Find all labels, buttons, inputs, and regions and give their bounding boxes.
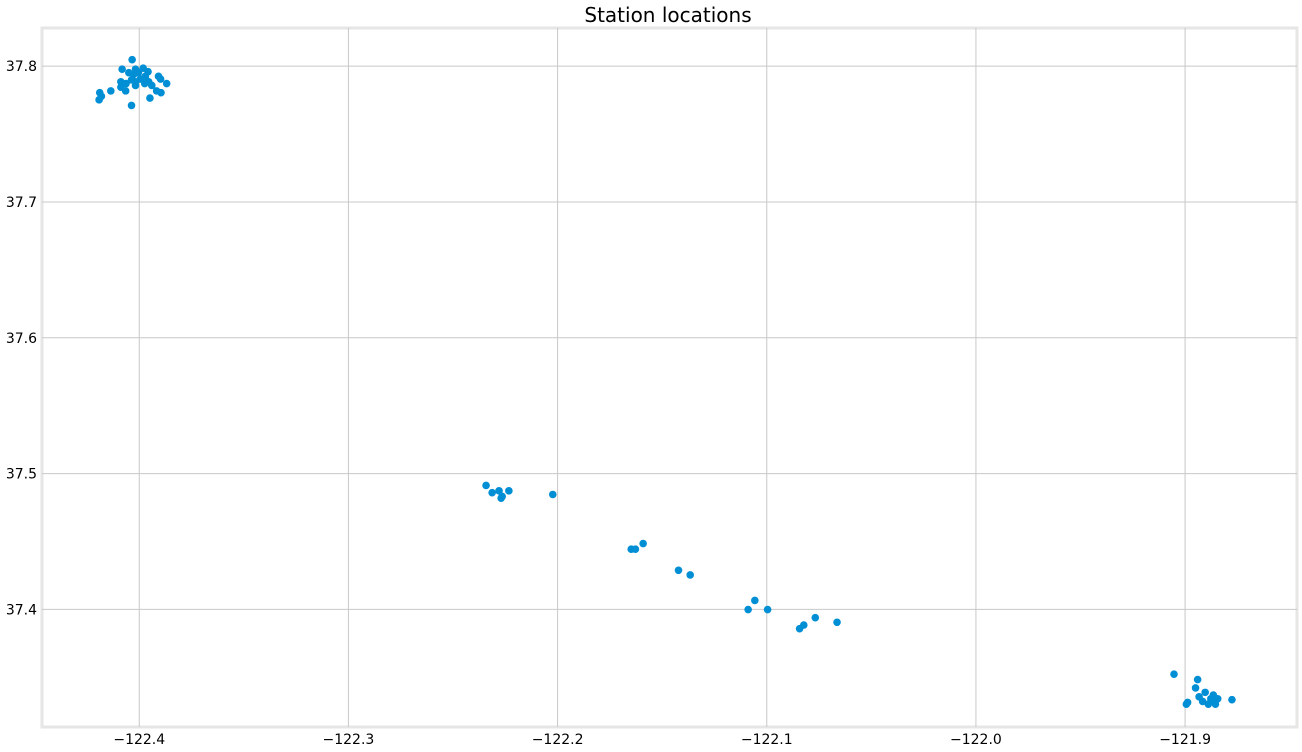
x-tick-label: −122.3 [323,732,375,748]
station-point [751,596,759,605]
station-point [148,81,156,90]
station-point [107,87,115,95]
grid [42,28,1297,727]
station-point [162,79,171,88]
station-point [1193,675,1202,684]
station-point [744,605,752,614]
station-point [121,87,130,95]
station-point [495,487,503,495]
station-point [548,490,557,499]
station-point [118,65,126,73]
station-point [639,539,647,548]
plot-area [40,26,1299,729]
station-point [1198,697,1207,706]
station-point [1182,700,1191,708]
station-point [1228,695,1236,704]
station-point [1204,700,1213,708]
station-point [128,55,136,64]
station-point [763,605,772,614]
x-tick-label: −121.9 [1159,732,1211,748]
y-tick-label: 37.5 [6,467,37,483]
station-point [497,494,505,502]
y-tick-label: 37.8 [6,59,37,75]
station-point [1191,684,1200,692]
station-point [505,487,513,495]
station-point [131,81,140,90]
y-axis-ticks: 37.4 37.5 37.6 37.7 37.8 [6,59,37,618]
x-axis-ticks: −122.4 −122.3 −122.2 −122.1 −122.0 −121.9 [113,732,1211,748]
station-point [156,75,165,83]
data-points [95,55,1236,708]
station-point [833,618,841,627]
station-point [95,96,103,104]
station-point [157,88,165,97]
x-tick-label: −122.1 [741,732,793,748]
y-tick-label: 37.6 [6,331,37,347]
station-point [1211,700,1220,708]
y-tick-label: 37.4 [6,602,37,618]
station-point [686,571,695,579]
station-point [482,481,490,490]
station-point [127,101,136,110]
station-point [795,624,804,633]
station-point [1201,688,1209,697]
y-tick-label: 37.7 [6,195,37,211]
station-point [488,488,496,497]
chart-title: Station locations [584,3,751,27]
station-point [1170,670,1178,678]
x-tick-label: −122.2 [532,732,584,748]
station-point [146,94,154,102]
station-point [674,566,683,575]
station-point [811,613,820,622]
x-tick-label: −122.4 [113,732,165,748]
station-point [627,545,636,554]
station-point [140,79,149,88]
x-tick-label: −122.0 [950,732,1002,748]
